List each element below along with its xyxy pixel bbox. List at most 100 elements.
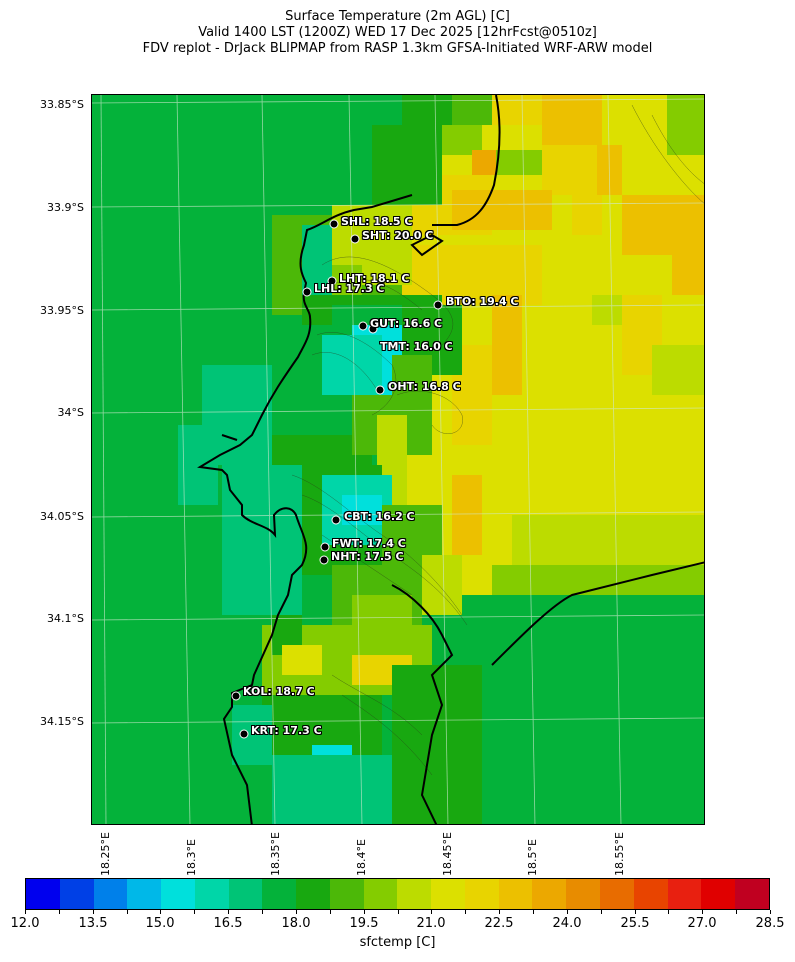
colorbar-tick-label: 19.5 (349, 916, 379, 931)
station-dot-kol[interactable] (231, 691, 241, 701)
station-label-nht: NHT: 17.5 C (331, 550, 404, 563)
station-label-kol: KOL: 18.7 C (243, 685, 315, 698)
colorbar-tick (25, 910, 26, 914)
colorbar-tick (228, 910, 230, 914)
colorbar-swatch (633, 879, 668, 909)
colorbar-tick (194, 910, 196, 914)
x-tick-label: 18.55°E (613, 832, 626, 876)
colorbar-swatch (431, 879, 465, 909)
colorbar-swatch (59, 879, 94, 909)
colorbar-swatch (464, 879, 499, 909)
y-tick-label: 34.15°S (40, 715, 84, 728)
colorbar-tick (431, 910, 433, 914)
chart-source: FDV replot - DrJack BLIPMAP from RASP 1.… (142, 41, 653, 56)
colorbar-swatch (566, 879, 601, 909)
y-tick-label: 34°S (57, 406, 84, 419)
station-label-shl: SHL: 18.5 C (341, 215, 413, 228)
colorbar-tick-label: 25.5 (620, 916, 650, 931)
colorbar-tick-label: 13.5 (78, 916, 108, 931)
y-tick-label: 34.05°S (40, 510, 84, 523)
colorbar-tick-label: 27.0 (687, 916, 717, 931)
station-dot-sht[interactable] (350, 234, 360, 244)
colorbar-tick-label: 15.0 (145, 916, 175, 931)
colorbar-swatch (161, 879, 195, 909)
station-label-oht: OHT: 16.8 C (388, 380, 461, 393)
colorbar-swatch (667, 879, 702, 909)
coastline (197, 95, 704, 824)
temperature-cells (178, 95, 704, 824)
colorbar-tick (668, 910, 670, 914)
colorbar-tick (126, 910, 128, 914)
station-label-krt: KRT: 17.3 C (251, 724, 322, 737)
station-label-fwt: FWT: 17.4 C (332, 537, 406, 550)
colorbar-tick (736, 910, 738, 914)
station-label-tmt: TMT: 16.0 C (380, 340, 453, 353)
colorbar-tick (295, 910, 297, 914)
colorbar-tick-label: 28.5 (755, 916, 785, 931)
colorbar-swatch (397, 879, 432, 909)
station-dot-fwt[interactable] (320, 542, 330, 552)
station-dot-cbt[interactable] (331, 515, 341, 525)
colorbar-swatch (296, 879, 330, 909)
colorbar-swatch (532, 879, 567, 909)
x-tick-label: 18.5°E (526, 839, 539, 876)
colorbar-swatch (262, 879, 297, 909)
colorbar-tick-label: 21.0 (416, 916, 446, 931)
station-label-lhl: LHL: 17.3 C (314, 282, 385, 295)
x-tick-label: 18.4°E (355, 839, 368, 876)
colorbar-tick (465, 910, 467, 914)
station-dot-nht[interactable] (319, 555, 329, 565)
chart-valid-time: Valid 1400 LST (1200Z) WED 17 Dec 2025 [… (198, 25, 597, 40)
graticule (92, 95, 704, 824)
colorbar-tick (329, 910, 331, 914)
colorbar-tick (363, 910, 365, 914)
colorbar-tick (566, 910, 568, 914)
station-label-gut: GUT: 16.6 C (370, 317, 443, 330)
station-label-cbt: CBT: 16.2 C (344, 510, 415, 523)
y-tick-label: 33.95°S (40, 304, 84, 317)
colorbar-swatch (600, 879, 634, 909)
station-dot-shl[interactable] (329, 219, 339, 229)
colorbar-swatch (735, 879, 769, 909)
y-tick-label: 33.9°S (47, 201, 84, 214)
station-dot-bto[interactable] (433, 300, 443, 310)
colorbar-tick (702, 910, 704, 914)
colorbar-tick (160, 910, 162, 914)
colorbar-tick (770, 910, 771, 914)
map-plot (91, 94, 705, 825)
colorbar-tick (58, 910, 60, 914)
station-dot-krt[interactable] (239, 729, 249, 739)
station-dot-oht[interactable] (375, 385, 385, 395)
colorbar-tick-label: 12.0 (10, 916, 40, 931)
colorbar-tick-label: 24.0 (552, 916, 582, 931)
colorbar-swatch (701, 879, 736, 909)
x-tick-label: 18.35°E (269, 832, 282, 876)
chart-title: Surface Temperature (2m AGL) [C] (285, 9, 510, 24)
station-dot-tmt[interactable] (368, 324, 378, 334)
colorbar-label: sfctemp [C] (359, 935, 436, 950)
colorbar-tick (499, 910, 501, 914)
colorbar-swatch (498, 879, 533, 909)
colorbar-tick-label: 16.5 (213, 916, 243, 931)
colorbar-tick (262, 910, 264, 914)
temperature-field (92, 95, 704, 824)
station-label-sht: SHT: 20.0 C (362, 229, 434, 242)
y-tick-label: 34.1°S (47, 612, 84, 625)
colorbar-tick-label: 22.5 (484, 916, 514, 931)
colorbar-swatch (228, 879, 263, 909)
station-dot-gut[interactable] (358, 321, 368, 331)
x-tick-label: 18.25°E (99, 832, 112, 876)
x-tick-label: 18.45°E (441, 832, 454, 876)
colorbar-swatch (93, 879, 128, 909)
colorbar-tick (92, 910, 94, 914)
colorbar-tick (397, 910, 399, 914)
colorbar-tick (600, 910, 602, 914)
station-label-bto: BTO: 19.4 C (446, 295, 519, 308)
colorbar-swatch (26, 879, 60, 909)
colorbar-swatch (329, 879, 364, 909)
station-dot-lhl[interactable] (302, 287, 312, 297)
y-tick-label: 33.85°S (40, 98, 84, 111)
colorbar-swatch (194, 879, 229, 909)
colorbar (25, 878, 770, 910)
station-dot-lht[interactable] (327, 276, 337, 286)
